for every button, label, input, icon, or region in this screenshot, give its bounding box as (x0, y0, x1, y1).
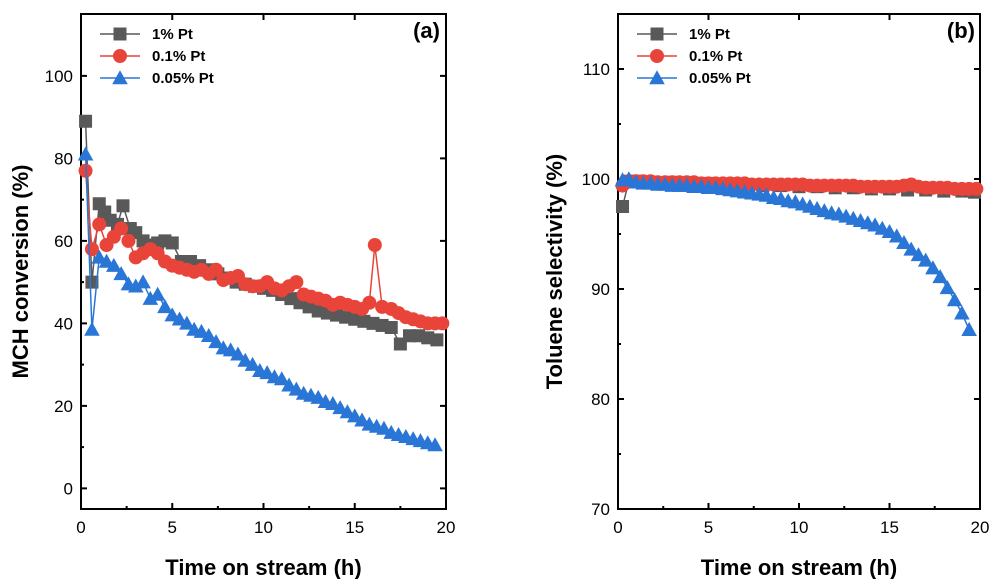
y-tick-label: 70 (591, 500, 610, 519)
y-tick-label: 80 (591, 390, 610, 409)
data-point (127, 278, 144, 293)
x-tick-label: 15 (880, 518, 899, 537)
data-point (435, 316, 450, 331)
x-tick-label: 15 (345, 518, 364, 537)
data-point (917, 252, 934, 267)
legend-marker (649, 70, 665, 85)
chart-panel-0: 0 5 10 15 20 0 20 40 60 80 100 Time on stream (h) MC… (8, 13, 456, 579)
x-tick-label: 20 (437, 518, 456, 537)
data-point (896, 235, 912, 250)
data-point (910, 247, 927, 262)
data-point (925, 260, 941, 275)
y-tick-label: 80 (54, 149, 73, 168)
data-point (888, 228, 905, 243)
y-axis-title: Toluene selectivity (%) (542, 154, 567, 390)
series-line (84, 154, 436, 446)
data-point (427, 437, 443, 452)
data-point (384, 321, 398, 334)
panel-label: (b) (947, 18, 975, 43)
y-tick-label: 110 (583, 60, 610, 79)
data-point (84, 321, 100, 336)
data-point (939, 280, 956, 295)
data-point (113, 266, 129, 281)
data-point (230, 346, 246, 361)
data-point (106, 257, 122, 272)
data-point (969, 181, 984, 196)
data-point (244, 356, 261, 371)
legend-item: 0.05% Pt (637, 70, 751, 87)
legend-marker (112, 70, 128, 85)
legend-item: 0.1% Pt (637, 48, 742, 65)
data-point (77, 146, 94, 161)
data-point (121, 233, 136, 248)
legend-label: 0.1% Pt (689, 48, 742, 65)
legend-item: 1% Pt (100, 26, 193, 43)
legend-marker (650, 49, 664, 63)
data-point (932, 269, 948, 284)
data-point (208, 334, 224, 349)
x-tick-label: 10 (254, 518, 273, 537)
y-axis-title: MCH conversion (%) (8, 165, 33, 379)
legend-marker (113, 49, 127, 63)
data-point (954, 305, 970, 320)
y-tick-label: 90 (591, 280, 610, 299)
data-point (289, 275, 304, 290)
data-point (209, 262, 224, 277)
x-axis-title: Time on stream (h) (701, 555, 897, 579)
data-point (616, 200, 630, 213)
legend-item: 0.05% Pt (100, 70, 214, 87)
y-tick-label: 100 (582, 170, 610, 189)
x-tick-label: 0 (76, 518, 85, 537)
x-tick-label: 0 (613, 518, 622, 537)
data-point (273, 371, 290, 386)
data-point (961, 321, 977, 336)
x-tick-label: 5 (704, 518, 713, 537)
series-1 (78, 163, 450, 331)
data-point (903, 241, 920, 256)
x-tick-label: 10 (790, 518, 809, 537)
panel-label: (a) (413, 18, 440, 43)
data-point (179, 315, 195, 330)
data-point (92, 217, 107, 232)
legend-item: 0.1% Pt (100, 48, 205, 65)
y-tick-label: 100 (45, 67, 73, 86)
chart-panel-1: 0 5 10 15 20 70 80 90 100 110 Time on stream (h) To… (542, 13, 990, 579)
y-tick-label: 60 (54, 232, 73, 251)
data-point (165, 236, 179, 250)
data-point (142, 290, 159, 305)
data-point (116, 199, 130, 213)
series-2 (614, 171, 977, 336)
legend-label: 1% Pt (689, 26, 730, 43)
data-point (430, 333, 444, 347)
data-point (946, 292, 963, 307)
x-tick-label: 5 (168, 518, 177, 537)
legend-label: 0.1% Pt (152, 48, 205, 65)
data-point (114, 221, 129, 236)
data-point (149, 286, 166, 301)
x-axis-title: Time on stream (h) (165, 555, 361, 579)
x-tick-label: 20 (971, 518, 990, 537)
data-point (79, 114, 93, 128)
data-point (85, 275, 99, 289)
legend-label: 0.05% Pt (152, 70, 214, 87)
legend-item: 1% Pt (637, 26, 730, 43)
legend-label: 1% Pt (152, 26, 193, 43)
data-point (135, 274, 151, 289)
data-point (200, 327, 217, 342)
legend-marker (113, 27, 127, 41)
y-tick-label: 20 (54, 397, 73, 416)
data-point (362, 295, 377, 310)
y-tick-label: 0 (64, 479, 73, 498)
data-point (367, 238, 382, 252)
legend-label: 0.05% Pt (689, 70, 751, 87)
y-tick-label: 40 (54, 314, 73, 333)
data-point (157, 299, 173, 314)
series-2 (77, 146, 443, 452)
legend-marker (650, 27, 664, 41)
